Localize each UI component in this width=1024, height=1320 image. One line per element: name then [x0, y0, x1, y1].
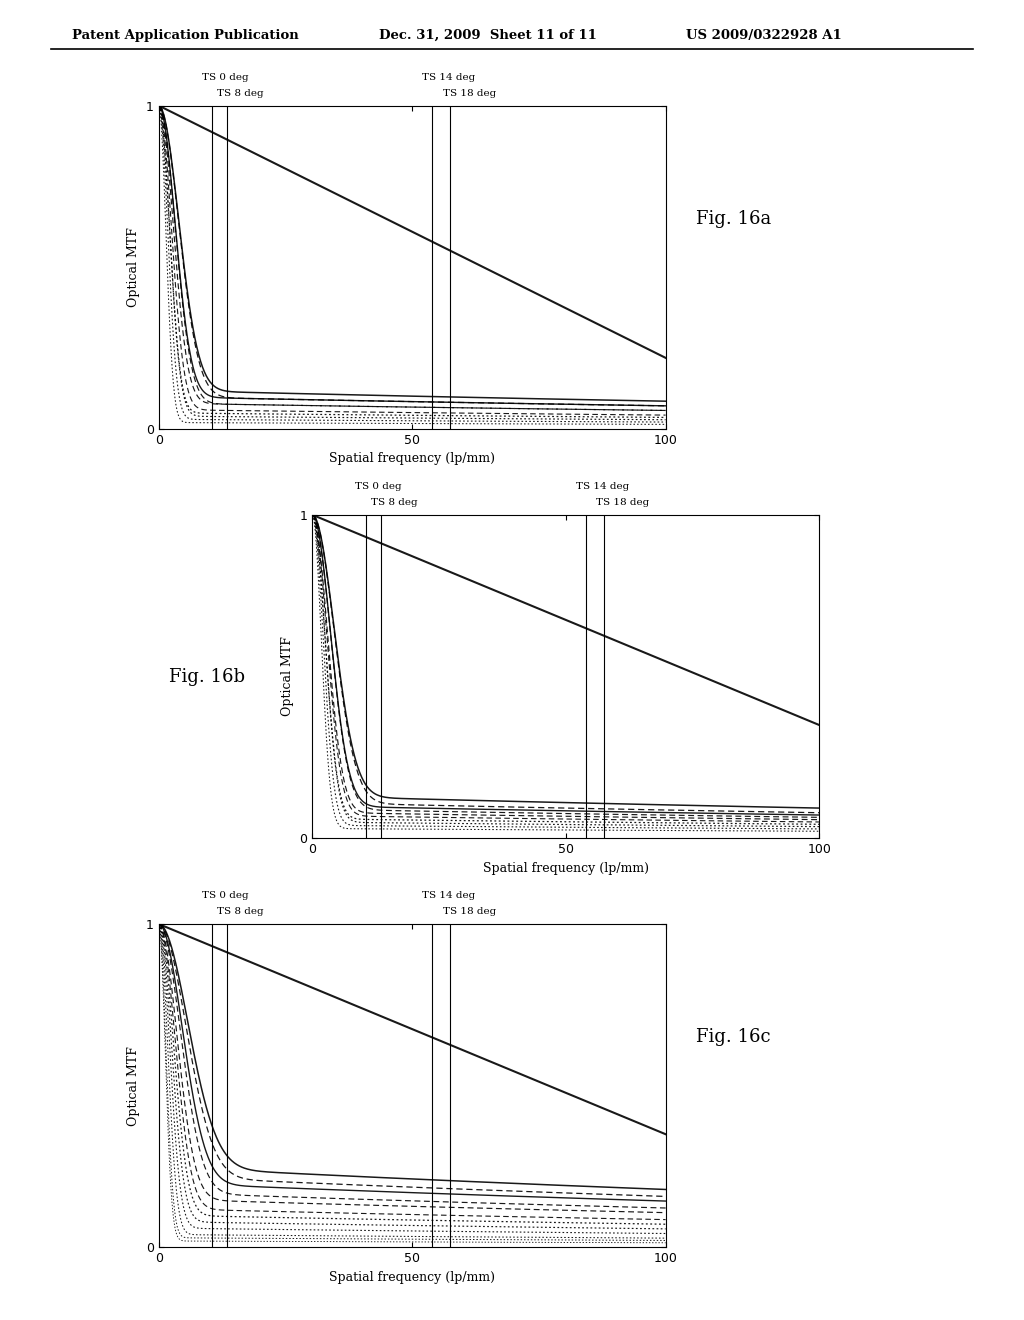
Text: TS 8 deg: TS 8 deg [371, 498, 417, 507]
Text: TS 0 deg: TS 0 deg [202, 73, 249, 82]
Text: TS 8 deg: TS 8 deg [217, 88, 263, 98]
Text: TS 8 deg: TS 8 deg [217, 907, 263, 916]
Text: US 2009/0322928 A1: US 2009/0322928 A1 [686, 29, 842, 42]
Text: TS 0 deg: TS 0 deg [202, 891, 249, 900]
Text: TS 14 deg: TS 14 deg [422, 73, 475, 82]
Text: Dec. 31, 2009  Sheet 11 of 11: Dec. 31, 2009 Sheet 11 of 11 [379, 29, 597, 42]
Text: Fig. 16b: Fig. 16b [169, 668, 245, 685]
Y-axis label: Optical MTF: Optical MTF [127, 1045, 140, 1126]
X-axis label: Spatial frequency (lp/mm): Spatial frequency (lp/mm) [329, 453, 496, 466]
X-axis label: Spatial frequency (lp/mm): Spatial frequency (lp/mm) [329, 1271, 496, 1284]
Text: TS 18 deg: TS 18 deg [442, 907, 496, 916]
Text: TS 14 deg: TS 14 deg [575, 482, 629, 491]
Text: TS 18 deg: TS 18 deg [442, 88, 496, 98]
Text: Patent Application Publication: Patent Application Publication [72, 29, 298, 42]
Y-axis label: Optical MTF: Optical MTF [281, 636, 294, 717]
Text: TS 18 deg: TS 18 deg [596, 498, 649, 507]
X-axis label: Spatial frequency (lp/mm): Spatial frequency (lp/mm) [482, 862, 649, 875]
Text: Fig. 16c: Fig. 16c [696, 1028, 771, 1047]
Text: TS 14 deg: TS 14 deg [422, 891, 475, 900]
Text: TS 0 deg: TS 0 deg [355, 482, 402, 491]
Y-axis label: Optical MTF: Optical MTF [127, 227, 140, 308]
Text: Fig. 16a: Fig. 16a [696, 210, 771, 228]
